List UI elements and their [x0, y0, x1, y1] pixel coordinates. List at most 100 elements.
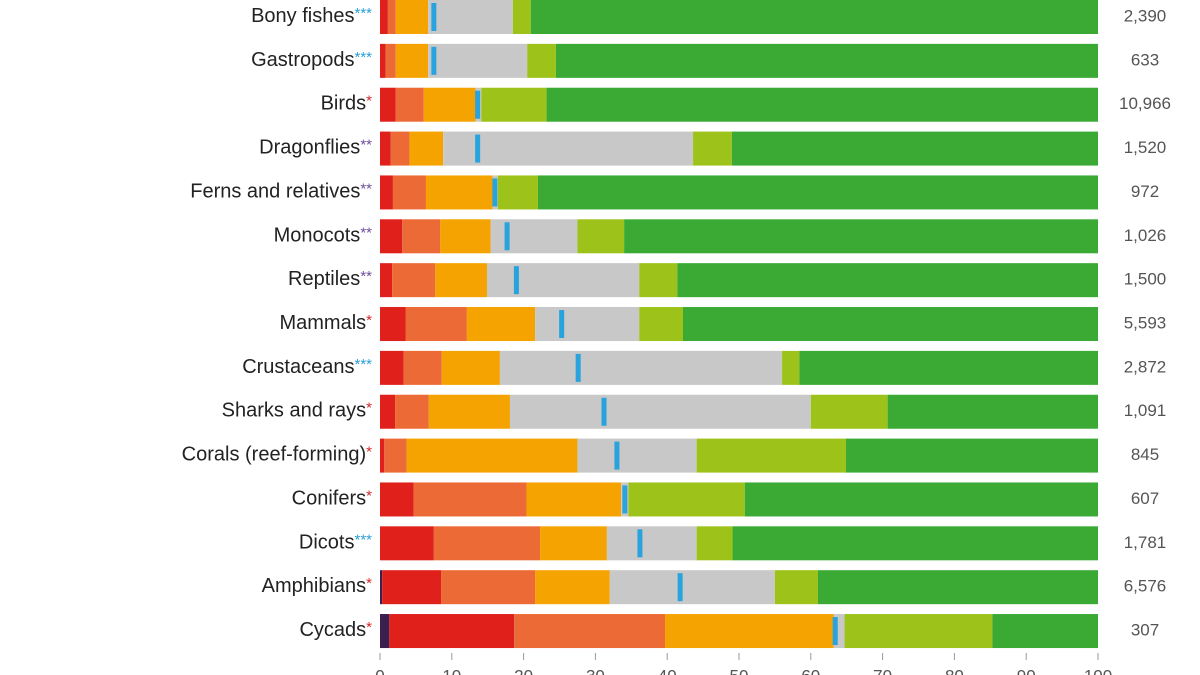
bar-segment: [992, 614, 1098, 649]
category-label: Bony fishes***: [251, 5, 372, 27]
species-count: 6,576: [1124, 577, 1167, 596]
bar-segment: [389, 614, 515, 649]
species-count: 972: [1131, 182, 1159, 201]
bar-segment: [425, 175, 493, 210]
x-tick-label: 100: [1084, 666, 1112, 675]
x-tick-label: 50: [730, 666, 749, 675]
bar-segment: [428, 0, 513, 34]
category-label: Conifers*: [292, 487, 372, 509]
bar-segment: [624, 219, 1098, 254]
bar-segment: [395, 394, 429, 429]
category-label: Monocots**: [274, 224, 373, 246]
bar-segment: [440, 219, 491, 254]
species-count: 307: [1131, 621, 1159, 640]
bar-segment: [443, 131, 694, 166]
category-name: Reptiles: [288, 268, 360, 290]
bar-segment: [535, 570, 610, 605]
bar-segment: [403, 350, 442, 385]
bar-segment: [682, 307, 1098, 342]
bar-segment: [380, 526, 434, 561]
category-name: Monocots: [274, 225, 361, 247]
significance: ***: [354, 356, 372, 373]
bar-segment: [490, 219, 578, 254]
category-name: Amphibians: [262, 575, 367, 597]
bar-segment: [540, 526, 607, 561]
threat-marker: [431, 46, 437, 75]
bar-segment: [380, 614, 390, 649]
threat-marker: [559, 310, 565, 339]
bar-segment: [380, 43, 386, 78]
bar-segment: [413, 482, 527, 517]
species-count: 633: [1131, 50, 1159, 69]
x-tick-label: 10: [442, 666, 461, 675]
bar-segment: [499, 350, 783, 385]
category-label: Mammals*: [279, 312, 372, 334]
category-name: Birds: [321, 93, 367, 115]
significance: *: [366, 619, 372, 636]
bar-segment: [628, 482, 745, 517]
bar-segment: [380, 394, 396, 429]
bar-segment: [409, 131, 444, 166]
bar-segment: [732, 526, 1098, 561]
category-label: Corals (reef-forming)*: [182, 444, 372, 466]
bar-segment: [774, 570, 818, 605]
significance: *: [366, 312, 372, 329]
bar-segment: [395, 0, 429, 34]
bar-segment: [380, 219, 403, 254]
species-count: 1,026: [1124, 226, 1167, 245]
bar-segment: [887, 394, 1098, 429]
species-count: 10,966: [1119, 94, 1171, 113]
significance: **: [360, 224, 372, 241]
threat-marker: [475, 90, 481, 119]
category-label: Cycads*: [299, 619, 372, 641]
species-count: 845: [1131, 445, 1159, 464]
bar-segment: [380, 350, 404, 385]
threat-marker: [832, 617, 838, 646]
threat-marker: [513, 266, 519, 295]
bar-segment: [380, 482, 414, 517]
bar-segment: [744, 482, 1098, 517]
threat-marker: [504, 222, 510, 251]
x-tick-label: 70: [873, 666, 892, 675]
bar-segment: [406, 438, 578, 473]
bar-segment: [696, 438, 846, 473]
bar-segment: [535, 307, 640, 342]
bar-segment: [433, 526, 541, 561]
category-name: Corals (reef-forming): [182, 444, 366, 466]
bar-segment: [537, 175, 1098, 210]
bar-segment: [782, 350, 800, 385]
bar-segment: [385, 43, 396, 78]
bar-segment: [466, 307, 536, 342]
x-tick-label: 60: [801, 666, 820, 675]
bar-segment: [845, 438, 1098, 473]
bar-segment: [844, 614, 993, 649]
bar-segment: [380, 0, 388, 34]
threat-marker: [677, 573, 683, 602]
bar-segment: [384, 438, 407, 473]
threat-marker: [622, 485, 628, 514]
species-count: 2,872: [1124, 357, 1167, 376]
bar-segment: [441, 350, 500, 385]
bar-segment: [606, 526, 697, 561]
bar-segment: [380, 131, 391, 166]
bar-segment: [639, 307, 683, 342]
bar-segment: [509, 394, 811, 429]
threat-marker: [637, 529, 643, 558]
bar-segment: [526, 482, 622, 517]
bar-segment: [380, 438, 385, 473]
significance: ***: [354, 531, 372, 548]
bar-segment: [639, 263, 678, 298]
bar-segment: [395, 43, 429, 78]
category-label: Sharks and rays*: [222, 400, 373, 422]
bar-segment: [380, 263, 393, 298]
category-name: Cycads: [299, 619, 366, 641]
x-tick-label: 40: [658, 666, 677, 675]
significance: *: [366, 93, 372, 110]
species-count: 1,091: [1124, 401, 1167, 420]
species-count: 607: [1131, 489, 1159, 508]
category-name: Mammals: [279, 312, 366, 334]
significance: *: [366, 575, 372, 592]
bar-segment: [514, 614, 666, 649]
